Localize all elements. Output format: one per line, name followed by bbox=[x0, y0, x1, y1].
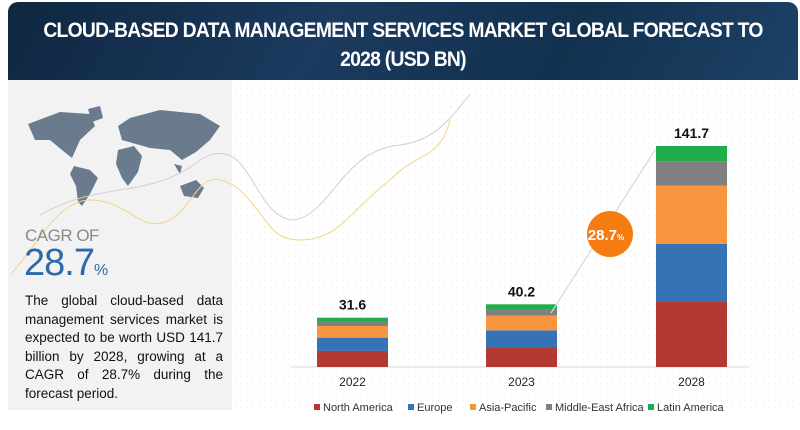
legend: North America Europe Asia-Pacific Middle-Ea… bbox=[314, 402, 725, 414]
bar-segment-latin-america-2022 bbox=[317, 317, 388, 321]
cagr-value: 28.7% bbox=[24, 242, 108, 284]
legend-label: Middle-East Africa bbox=[555, 402, 645, 414]
bar-segment-middle-east-africa-2028 bbox=[656, 161, 727, 186]
total-label: 141.7 bbox=[674, 125, 709, 141]
bar-segment-asia-pacific-2023 bbox=[486, 315, 557, 331]
bar-segment-europe-2028 bbox=[656, 243, 727, 302]
bar-segment-north-america-2022 bbox=[317, 350, 388, 367]
bar-segment-latin-america-2028 bbox=[656, 146, 727, 162]
bar-segment-asia-pacific-2028 bbox=[656, 185, 727, 244]
cagr-bubble bbox=[587, 211, 633, 257]
decorative-curve-gray bbox=[39, 94, 471, 221]
total-label: 31.6 bbox=[339, 297, 366, 313]
bar-segment-north-america-2028 bbox=[656, 301, 727, 367]
decorative-curve-yellow bbox=[11, 119, 451, 274]
world-map-icon bbox=[28, 106, 220, 206]
legend-label: Latin America bbox=[657, 402, 725, 414]
bar-segment-europe-2022 bbox=[317, 337, 388, 351]
legend-swatch bbox=[470, 404, 476, 410]
cagr-bubble-text: 28.7% bbox=[588, 227, 624, 244]
bar-segment-middle-east-africa-2023 bbox=[486, 308, 557, 316]
chart-title: CLOUD-BASED DATA MANAGEMENT SERVICES MAR… bbox=[43, 19, 763, 71]
bar-segment-asia-pacific-2022 bbox=[317, 325, 388, 338]
x-tick-label: 2023 bbox=[508, 375, 535, 389]
bar-segment-middle-east-africa-2022 bbox=[317, 320, 388, 326]
legend-swatch bbox=[408, 404, 414, 410]
legend-label: Europe bbox=[417, 402, 452, 414]
bar-segment-europe-2023 bbox=[486, 330, 557, 348]
bar-segment-latin-america-2023 bbox=[486, 304, 557, 309]
cagr-label: CAGR OF bbox=[25, 226, 99, 245]
x-tick-label: 2028 bbox=[678, 375, 705, 389]
header-banner: CLOUD-BASED DATA MANAGEMENT SERVICES MAR… bbox=[8, 2, 798, 80]
bar-segment-north-america-2023 bbox=[486, 347, 557, 367]
legend-label: North America bbox=[323, 402, 394, 414]
legend-swatch bbox=[314, 404, 320, 410]
market-description: The global cloud-based data management s… bbox=[25, 293, 223, 401]
legend-swatch bbox=[546, 404, 552, 410]
legend-label: Asia-Pacific bbox=[479, 402, 537, 414]
x-tick-label: 2022 bbox=[339, 375, 366, 389]
legend-swatch bbox=[648, 404, 654, 410]
total-label: 40.2 bbox=[508, 283, 535, 299]
